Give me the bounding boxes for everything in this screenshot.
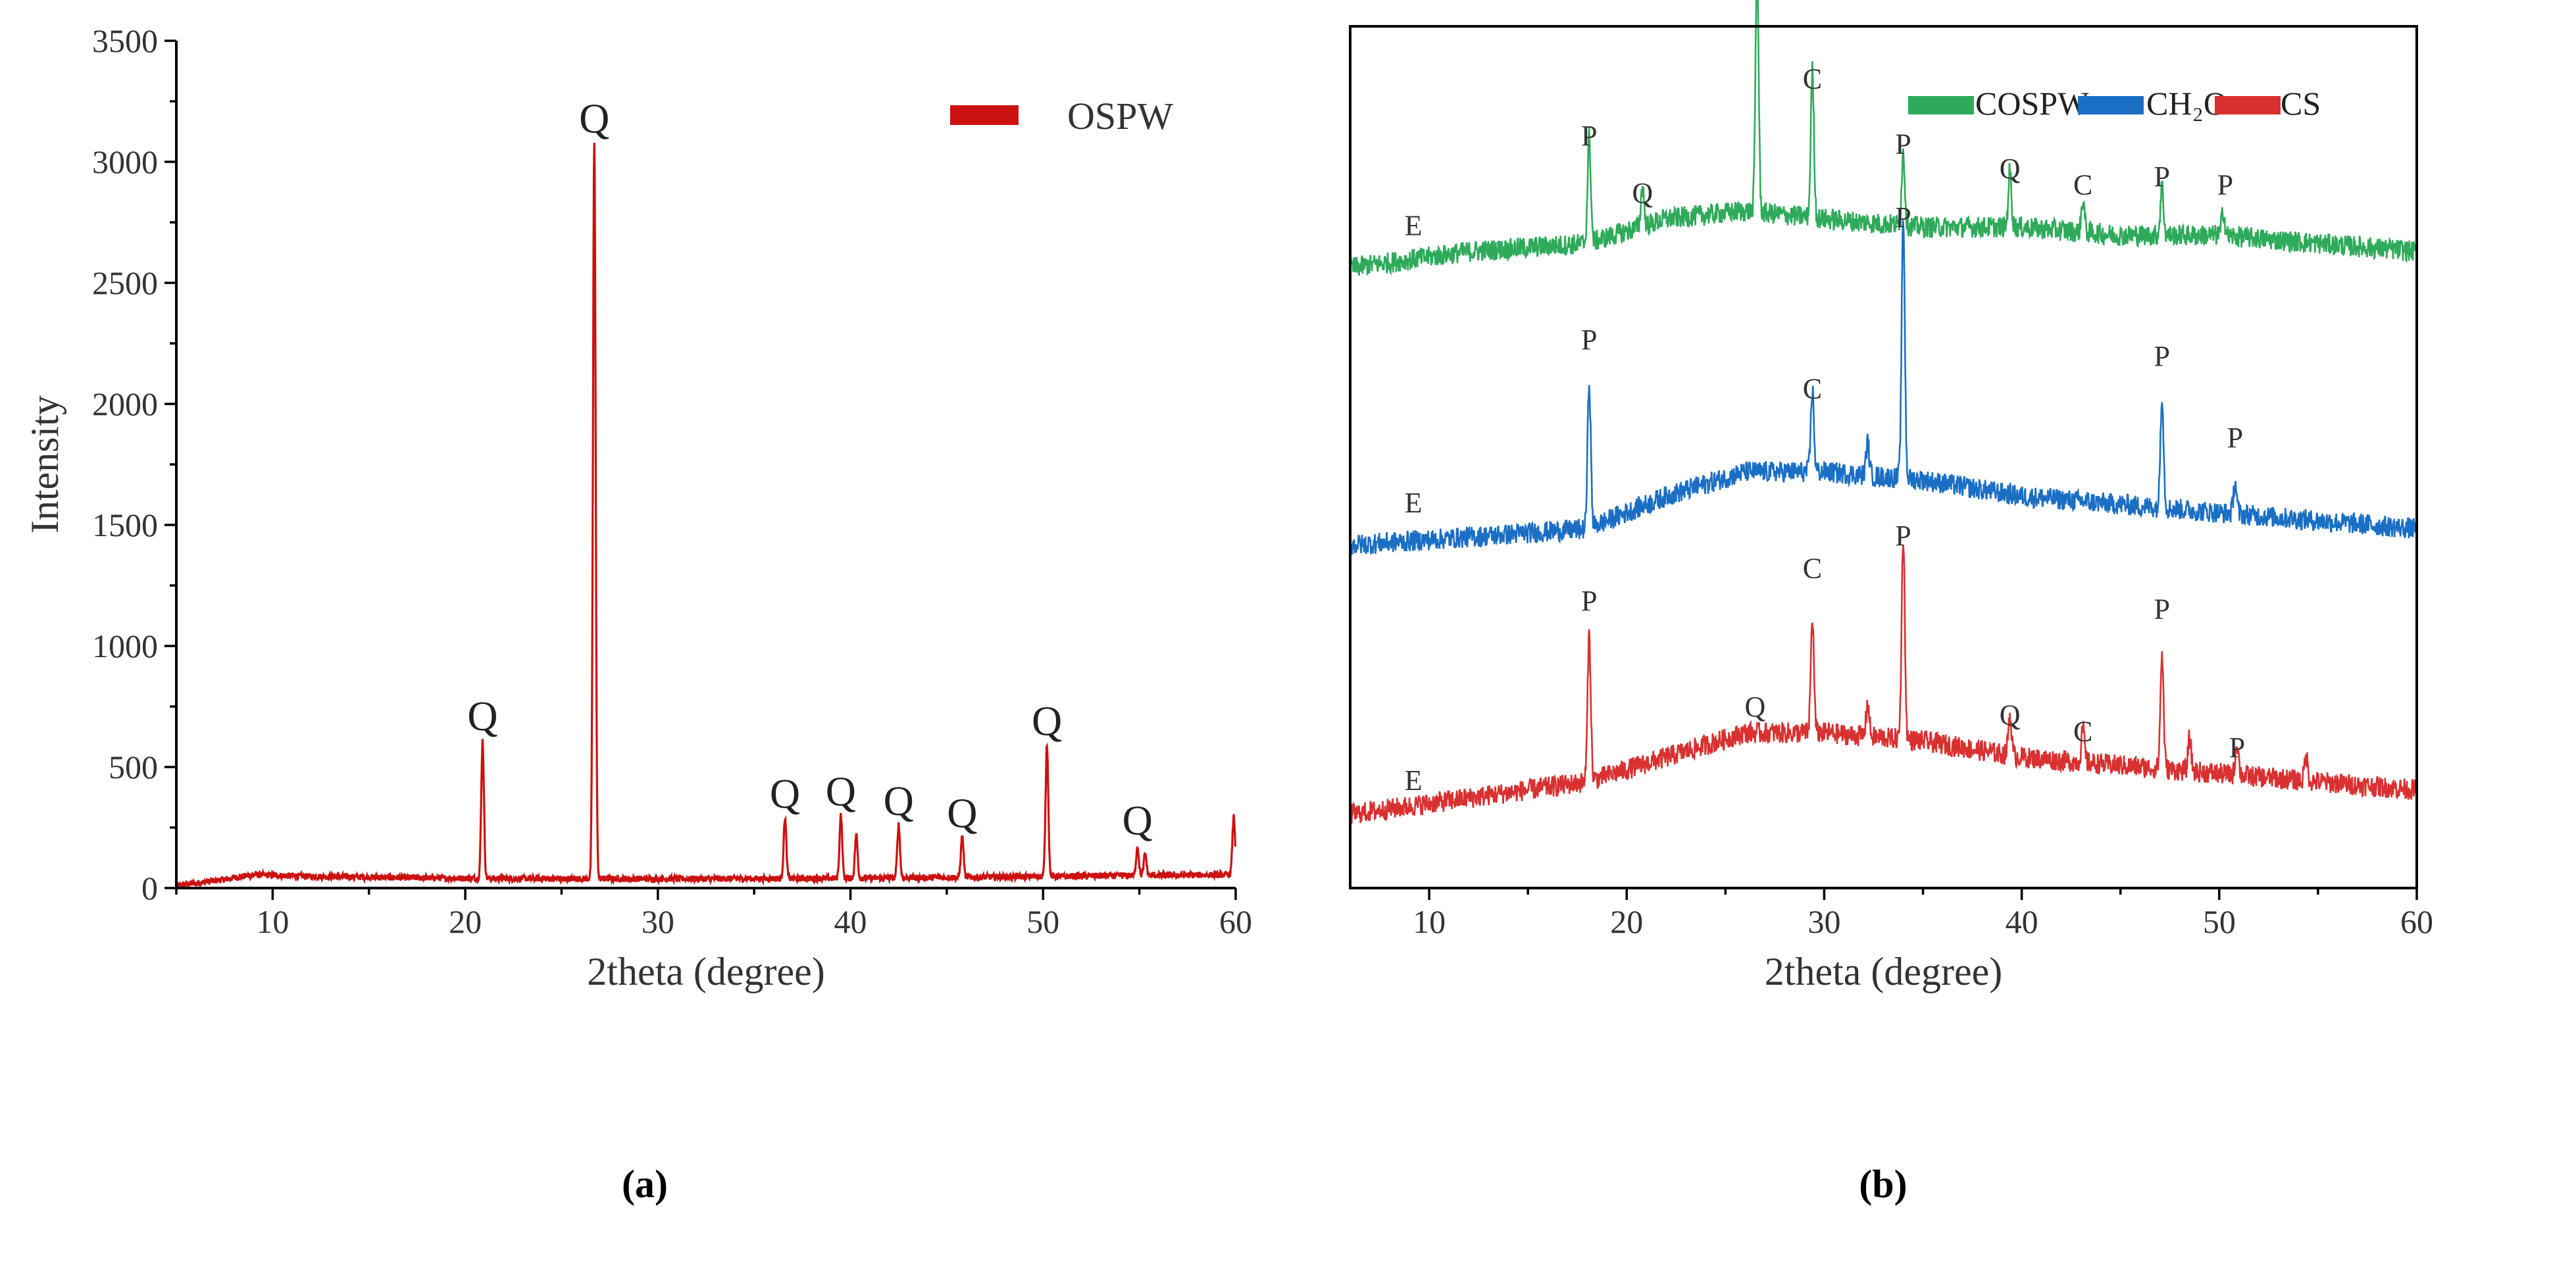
x-tick-label: 50 <box>2203 903 2236 940</box>
legend-label-ch2o: CH₂O <box>2146 85 2227 122</box>
peak-label: Q <box>770 770 800 817</box>
x-tick-label: 60 <box>1219 903 1252 940</box>
peak-label: E <box>1405 764 1423 797</box>
legend-label-cs: CS <box>2281 85 2321 122</box>
legend-label-cospw: COSPW <box>1975 85 2089 122</box>
x-axis-title: 2theta (degree) <box>587 950 824 993</box>
peak-label: P <box>1581 324 1597 356</box>
peak-label: Q <box>947 789 977 836</box>
peak-label: Q <box>1744 691 1765 723</box>
x-tick-label: 50 <box>1026 903 1059 940</box>
panel-label-a: (a) <box>622 1162 668 1206</box>
peak-label: P <box>1895 128 1911 161</box>
peak-label: Q <box>1032 698 1062 745</box>
chart-b-frame <box>1349 25 2418 889</box>
peak-label: P <box>1581 120 1597 152</box>
y-tick-label: 3000 <box>92 143 158 180</box>
y-tick-label: 2000 <box>92 385 158 422</box>
chart-a-axes <box>175 41 1236 889</box>
peak-label: P <box>1581 585 1597 617</box>
x-tick-label: 30 <box>642 903 674 940</box>
y-tick-label: 3500 <box>92 22 158 59</box>
x-tick-label: 10 <box>256 903 289 940</box>
series-line-ch2o <box>1350 220 2418 555</box>
legend-label-ospw: OSPW <box>1067 95 1173 137</box>
x-tick-label: 40 <box>2006 903 2038 940</box>
panel-label-b: (b) <box>1859 1162 1907 1206</box>
x-tick-label: 10 <box>1413 903 1446 940</box>
x-tick-label: 20 <box>449 903 482 940</box>
series-line-ospw <box>175 142 1236 889</box>
peak-label: Q <box>2000 699 2021 731</box>
y-tick-label: 1000 <box>92 628 158 664</box>
peak-label: C <box>1803 373 1822 405</box>
peak-label: C <box>2073 169 2092 201</box>
peak-label: Q <box>1123 797 1153 843</box>
peak-label: P <box>1895 201 1911 234</box>
x-tick-label: 40 <box>834 903 867 940</box>
peak-label: P <box>2227 422 2243 454</box>
chart-b: 10 20 30 40 50 60 2theta (degree) E P Q Q C P Q C P P E P C… <box>1349 0 2433 1206</box>
y-tick-label: 0 <box>141 870 158 906</box>
legend-swatch-cospw <box>1908 96 1974 114</box>
peak-label: P <box>1895 520 1911 552</box>
peak-label: P <box>2229 731 2245 764</box>
peak-label: C <box>2073 715 2092 747</box>
legend-swatch-cs <box>2215 96 2281 114</box>
peak-label: Q <box>1632 177 1653 209</box>
y-tick-label: 500 <box>109 749 158 785</box>
peak-label: Q <box>467 693 497 739</box>
peak-label: P <box>2154 593 2170 625</box>
series-line-cs <box>1349 545 2418 824</box>
peak-label: P <box>2154 340 2170 372</box>
peak-label: C <box>1803 62 1822 95</box>
y-tick-label: 2500 <box>92 264 158 301</box>
y-tick-label: 1500 <box>92 507 158 543</box>
peak-label: P <box>2217 169 2233 201</box>
legend-swatch-ospw <box>950 105 1019 125</box>
y-axis-title: Intensity <box>23 395 66 533</box>
peak-label: Q <box>579 95 609 141</box>
peak-label: Q <box>826 768 856 814</box>
x-axis-title: 2theta (degree) <box>1765 950 2002 993</box>
legend-swatch-ch2o <box>2078 96 2144 114</box>
x-tick-label: 60 <box>2400 903 2433 940</box>
peak-label: E <box>1405 210 1423 242</box>
peak-label: C <box>1803 552 1822 584</box>
peak-label: P <box>2154 161 2170 193</box>
x-tick-label: 20 <box>1610 903 1643 940</box>
series-line-cospw <box>1349 0 2418 276</box>
chart-a: 10 20 30 40 50 60 0 500 1000 1500 2000 2500 3000 3500… <box>23 22 1252 1206</box>
peak-label: Q <box>2000 153 2021 185</box>
x-tick-label: 30 <box>1807 903 1840 940</box>
peak-label: Q <box>884 778 914 824</box>
peak-label: E <box>1405 487 1423 519</box>
